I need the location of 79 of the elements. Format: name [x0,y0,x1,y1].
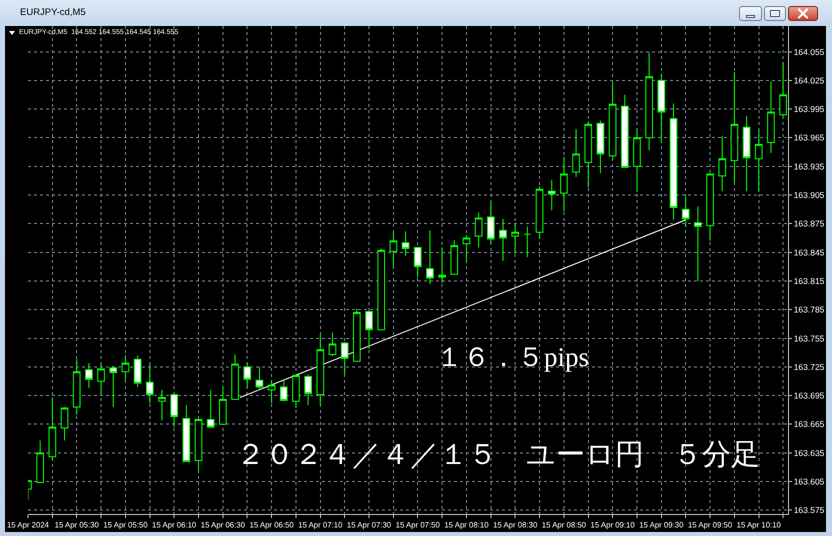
candlestick [608,82,616,160]
candlestick [231,354,239,400]
candlestick [706,174,714,242]
candlestick [730,71,738,184]
y-tick-label: 164.025 [794,75,825,86]
candlestick [85,362,93,388]
candlestick [340,342,348,376]
candlestick [536,186,544,240]
y-tick-label: 163.755 [794,333,825,344]
y-tick-label: 163.695 [794,390,825,401]
y-tick-label: 163.905 [794,190,825,200]
candlestick [377,248,386,330]
candlestick [158,389,166,421]
y-tick-label: 163.635 [794,448,825,458]
y-tick-label: 163.965 [794,132,825,143]
candlestick [365,310,373,350]
candlestick [206,389,215,429]
candlestick [60,406,68,441]
candlestick [645,52,653,151]
candlestick [256,366,264,390]
candlestick [670,102,678,220]
y-tick-label: 163.575 [794,505,825,516]
y-tick-label: 164.055 [794,46,825,57]
candlestick [292,374,300,408]
candlestick [718,135,726,192]
candlestick [462,234,470,264]
candlestick [450,239,458,275]
candlestick [36,440,44,483]
candlestick [268,380,276,404]
candlestick [97,362,105,394]
y-tick-label: 163.815 [794,276,825,286]
candlestick [438,247,446,284]
candlestick [767,80,775,154]
candlestick [390,230,398,268]
candlestick [511,223,519,254]
y-tick-label: 163.935 [794,161,825,172]
candlestick [243,362,252,388]
candlestick [72,358,81,416]
candlestick [328,332,336,357]
candlestick [620,94,629,168]
y-tick-label: 163.995 [794,104,825,114]
y-tick-label: 163.875 [794,218,825,229]
candlestick [658,73,666,144]
candlestick [48,396,56,462]
y-tick-label: 163.605 [794,476,825,487]
candlestick [426,230,434,284]
candlestick [742,115,750,192]
candlestick [122,354,130,381]
candlestick [633,128,641,193]
candlestick [304,374,312,406]
chart-title: EURJPY-cd,M5 [20,7,86,19]
candlestick [353,308,361,362]
candlestick [146,364,154,404]
candlestick [316,334,324,406]
candlestick [109,365,118,408]
y-tick-label: 163.725 [794,362,825,372]
candlestick [694,206,702,282]
candlestick [584,121,592,188]
candlestick [134,354,142,388]
y-tick-label: 163.785 [794,304,825,315]
candlestick [560,156,568,212]
candlestick [414,246,422,278]
y-tick-label: 163.845 [794,247,825,258]
candlestick [499,218,507,262]
candlestick [572,128,580,178]
candlestick [194,418,202,474]
annotation: １６．５pips [436,342,590,372]
candlestick [779,62,787,118]
candlestick [548,179,556,211]
candlestick [182,404,190,462]
candlestick [524,226,532,258]
candlestick [754,130,763,193]
candlestick [487,201,495,244]
y-tick-label: 163.665 [794,419,825,430]
candlestick [474,212,482,248]
candlestick [402,230,410,257]
candlestick [219,386,227,425]
candlestick [596,120,604,174]
candlestick [170,392,178,428]
